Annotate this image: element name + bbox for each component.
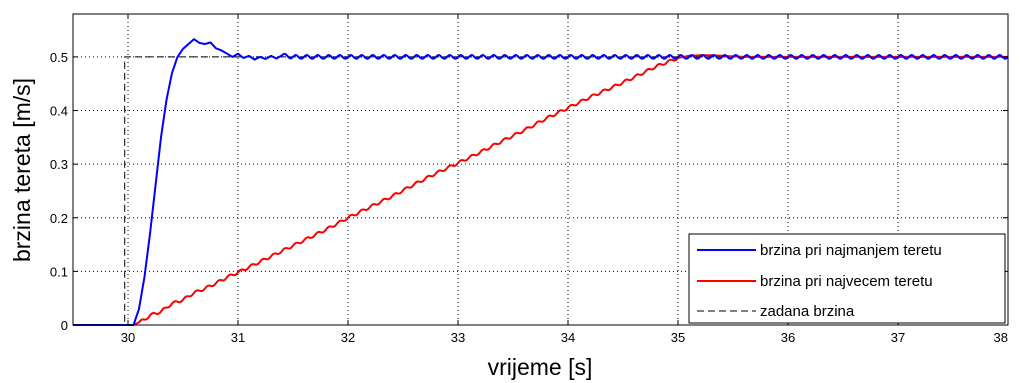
- plot-frame: [72, 13, 1009, 326]
- y-tick-label: 0.2: [50, 211, 68, 226]
- y-tick-label: 0.3: [50, 157, 68, 172]
- y-tick-label: 0.4: [50, 104, 68, 119]
- x-tick-label: 35: [671, 330, 685, 345]
- x-tick-label: 38: [994, 330, 1008, 345]
- x-tick-label: 37: [891, 330, 905, 345]
- x-tick-label: 30: [121, 330, 135, 345]
- series-line-1: [73, 54, 1008, 326]
- y-axis-label: brzina tereta [m/s]: [9, 78, 35, 262]
- x-tick-label: 33: [451, 330, 465, 345]
- y-tick-labels: 0 0.1 0.2 0.3 0.4 0.5: [50, 50, 68, 333]
- y-tick-label: 0.5: [50, 50, 68, 65]
- legend-box: [688, 233, 1006, 324]
- x-axis-label: vrijeme [s]: [488, 354, 593, 380]
- y-tick-label: 0.1: [50, 264, 68, 279]
- series-line-0: [73, 38, 1009, 326]
- x-tick-label: 31: [231, 330, 245, 345]
- y-tick-label: 0: [61, 318, 68, 333]
- legend: brzina pri najmanjem teretu brzina pri n…: [688, 233, 1006, 324]
- legend-label-0: brzina pri najmanjem teretu: [760, 242, 942, 259]
- x-tick-label: 36: [781, 330, 795, 345]
- x-tick-labels: 30 31 32 33 34 35 36 37 38: [121, 330, 1008, 345]
- x-tick-label: 34: [561, 330, 575, 345]
- x-tick-label: 32: [341, 330, 355, 345]
- legend-label-1: brzina pri najvecem teretu: [760, 273, 933, 290]
- legend-label-2: zadana brzina: [760, 303, 855, 320]
